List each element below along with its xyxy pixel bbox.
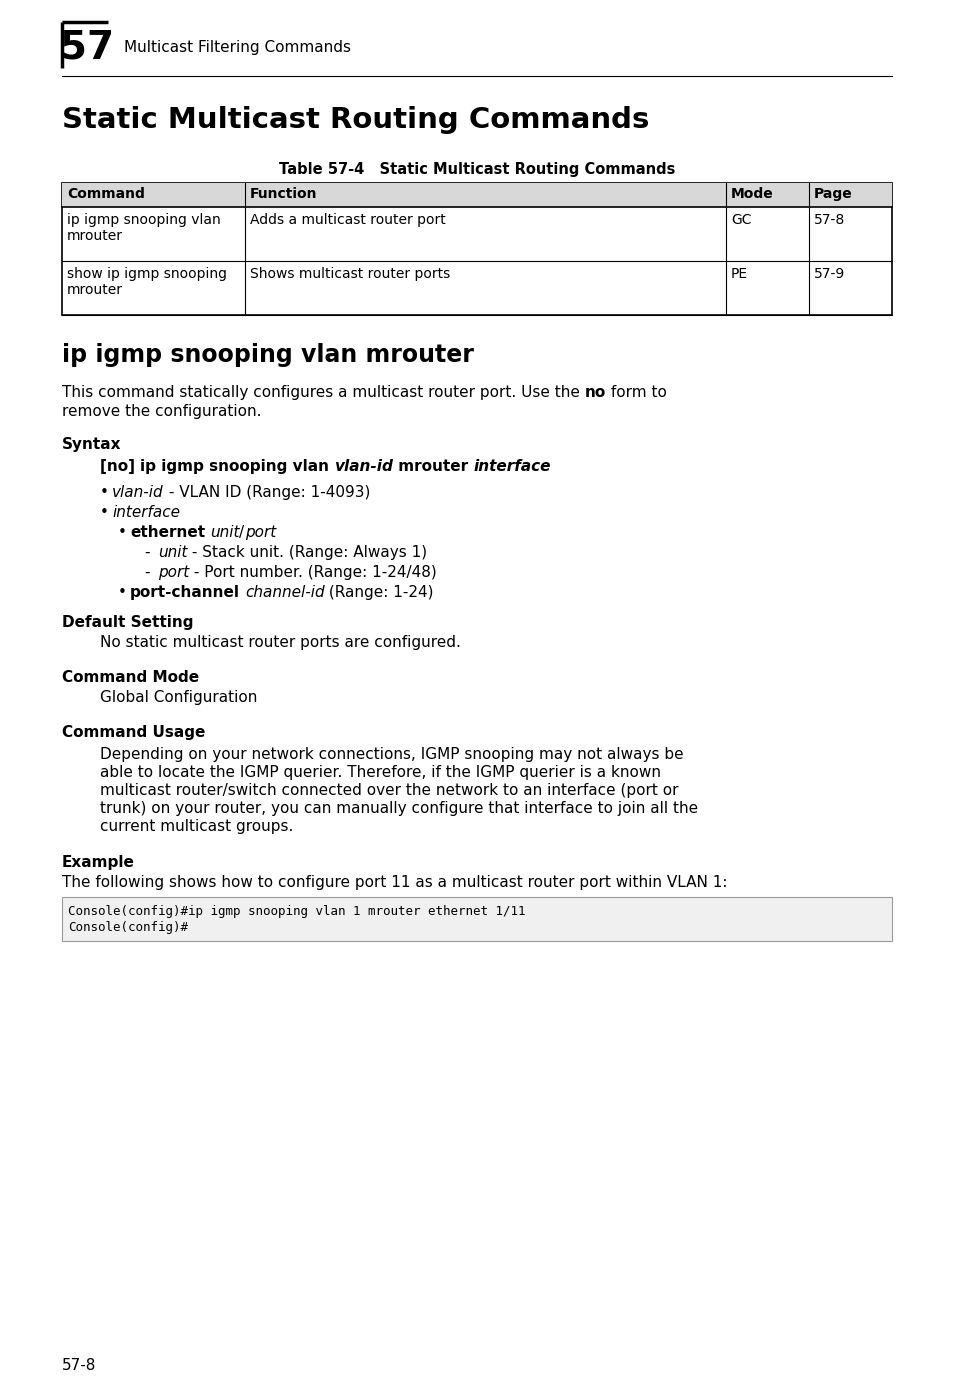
Text: Depending on your network connections, IGMP snooping may not always be: Depending on your network connections, I… xyxy=(100,747,683,762)
Text: Multicast Filtering Commands: Multicast Filtering Commands xyxy=(124,39,351,54)
Text: Console(config)#ip igmp snooping vlan 1 mrouter ethernet 1/11: Console(config)#ip igmp snooping vlan 1 … xyxy=(68,905,525,917)
Bar xyxy=(62,183,891,207)
Text: trunk) on your router, you can manually configure that interface to join all the: trunk) on your router, you can manually … xyxy=(100,801,698,816)
Text: interface: interface xyxy=(112,505,180,520)
Text: Page: Page xyxy=(813,187,852,201)
Text: Default Setting: Default Setting xyxy=(62,615,193,630)
Text: channel-id: channel-id xyxy=(245,584,324,600)
Text: •: • xyxy=(118,584,127,600)
Bar xyxy=(62,897,891,941)
Text: Console(config)#: Console(config)# xyxy=(68,922,188,934)
Text: current multicast groups.: current multicast groups. xyxy=(100,819,294,834)
Text: •: • xyxy=(100,484,109,500)
Text: PE: PE xyxy=(730,266,747,280)
Text: Adds a multicast router port: Adds a multicast router port xyxy=(250,212,445,228)
Text: ip igmp snooping vlan
mrouter: ip igmp snooping vlan mrouter xyxy=(67,212,220,243)
Text: mrouter: mrouter xyxy=(393,459,474,473)
Text: multicast router/switch connected over the network to an interface (port or: multicast router/switch connected over t… xyxy=(100,783,678,798)
Text: port-channel: port-channel xyxy=(130,584,240,600)
Text: Command Usage: Command Usage xyxy=(62,725,205,740)
Text: interface: interface xyxy=(474,459,551,473)
Text: No static multicast router ports are configured.: No static multicast router ports are con… xyxy=(100,634,460,650)
Text: -: - xyxy=(144,565,150,580)
Text: GC: GC xyxy=(730,212,751,228)
Text: •: • xyxy=(100,505,109,520)
Text: /: / xyxy=(239,525,244,540)
Text: Global Configuration: Global Configuration xyxy=(100,690,257,705)
Text: port: port xyxy=(158,565,189,580)
Text: remove the configuration.: remove the configuration. xyxy=(62,404,261,419)
Text: [no]: [no] xyxy=(100,459,140,473)
Text: show ip igmp snooping
mrouter: show ip igmp snooping mrouter xyxy=(67,266,227,297)
Bar xyxy=(62,183,891,315)
Text: (Range: 1-24): (Range: 1-24) xyxy=(324,584,434,600)
Text: - Stack unit. (Range: Always 1): - Stack unit. (Range: Always 1) xyxy=(188,545,427,559)
Text: 57-8: 57-8 xyxy=(813,212,844,228)
Text: no: no xyxy=(584,384,605,400)
Text: Command: Command xyxy=(67,187,145,201)
Text: ip igmp snooping vlan mrouter: ip igmp snooping vlan mrouter xyxy=(62,343,474,366)
Text: ip igmp snooping vlan: ip igmp snooping vlan xyxy=(140,459,335,473)
Text: unit: unit xyxy=(158,545,188,559)
Text: Example: Example xyxy=(62,855,134,870)
Text: Mode: Mode xyxy=(730,187,773,201)
Text: 57-8: 57-8 xyxy=(62,1357,96,1373)
Text: Syntax: Syntax xyxy=(62,437,121,452)
Text: Shows multicast router ports: Shows multicast router ports xyxy=(250,266,450,280)
Text: - VLAN ID (Range: 1-4093): - VLAN ID (Range: 1-4093) xyxy=(164,484,370,500)
Text: vlan-id: vlan-id xyxy=(112,484,164,500)
Text: able to locate the IGMP querier. Therefore, if the IGMP querier is a known: able to locate the IGMP querier. Therefo… xyxy=(100,765,660,780)
Text: - Port number. (Range: 1-24/48): - Port number. (Range: 1-24/48) xyxy=(189,565,436,580)
Text: The following shows how to configure port 11 as a multicast router port within V: The following shows how to configure por… xyxy=(62,874,727,890)
Text: 57-9: 57-9 xyxy=(813,266,844,280)
Text: Table 57-4   Static Multicast Routing Commands: Table 57-4 Static Multicast Routing Comm… xyxy=(278,162,675,178)
Text: -: - xyxy=(144,545,150,559)
Text: This command statically configures a multicast router port. Use the: This command statically configures a mul… xyxy=(62,384,584,400)
Text: Function: Function xyxy=(250,187,316,201)
Text: form to: form to xyxy=(605,384,666,400)
Text: •: • xyxy=(118,525,127,540)
Text: unit: unit xyxy=(210,525,239,540)
Text: Static Multicast Routing Commands: Static Multicast Routing Commands xyxy=(62,105,649,135)
Text: port: port xyxy=(244,525,275,540)
Text: 57: 57 xyxy=(60,28,114,67)
Text: ethernet: ethernet xyxy=(130,525,205,540)
Text: Command Mode: Command Mode xyxy=(62,670,199,686)
Text: vlan-id: vlan-id xyxy=(335,459,393,473)
